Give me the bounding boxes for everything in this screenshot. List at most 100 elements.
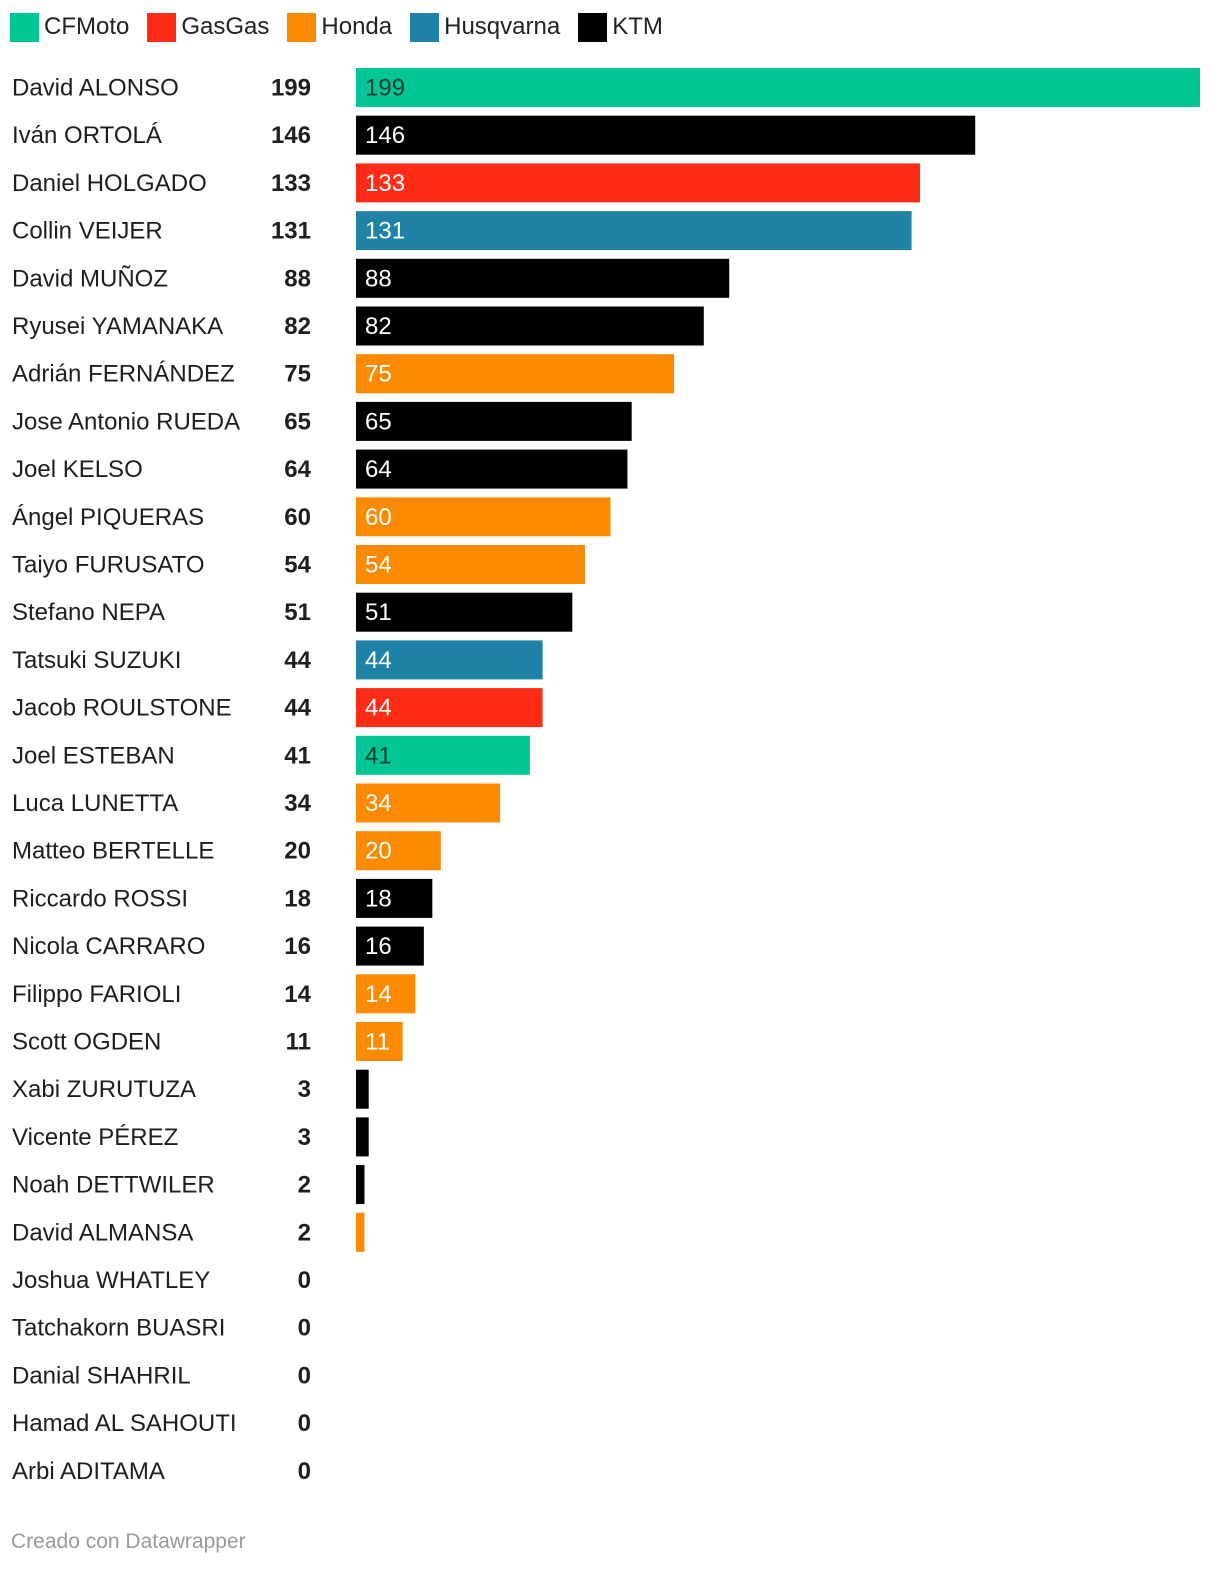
bar — [356, 115, 976, 155]
rider-name-label: Joshua WHATLEY — [12, 1267, 210, 1294]
points-value-label: 65 — [284, 408, 311, 435]
bar — [356, 878, 433, 918]
rider-name-label: Vicente PÉREZ — [12, 1124, 178, 1151]
points-value-label: 20 — [284, 838, 311, 865]
legend-item: Husqvarna — [410, 12, 561, 42]
legend-label: KTM — [612, 13, 663, 40]
bar — [356, 1069, 369, 1109]
rider-name-label: Nicola CARRARO — [12, 933, 205, 960]
rider-name-label: Riccardo ROSSI — [12, 885, 188, 912]
bar-value-label: 41 — [365, 742, 392, 769]
bar-value-label: 88 — [365, 265, 392, 292]
bar-value-label: 64 — [365, 456, 392, 483]
points-value-label: 146 — [271, 122, 311, 149]
rider-name-label: Collin VEIJER — [12, 218, 163, 245]
bar — [356, 449, 628, 489]
bar-value-label: 65 — [365, 408, 392, 435]
bar-value-label: 11 — [365, 1029, 390, 1056]
bar — [356, 306, 704, 346]
legend-label: Husqvarna — [444, 13, 561, 40]
bar — [356, 735, 530, 775]
bar — [356, 545, 586, 584]
rider-name-label: Hamad AL SAHOUTI — [12, 1410, 237, 1437]
points-value-label: 16 — [284, 933, 311, 960]
points-value-label: 64 — [284, 456, 311, 483]
rider-name-label: Ryusei YAMANAKA — [12, 313, 223, 340]
rider-name-label: Taiyo FURUSATO — [12, 552, 204, 579]
bar — [356, 354, 675, 394]
rider-name-label: Jose Antonio RUEDA — [12, 408, 240, 435]
points-value-label: 75 — [284, 361, 311, 388]
bar — [356, 211, 912, 251]
rider-name-label: Scott OGDEN — [12, 1029, 161, 1056]
points-value-label: 3 — [298, 1076, 311, 1103]
bar-value-label: 44 — [365, 695, 392, 722]
points-value-label: 133 — [271, 170, 311, 197]
bar — [356, 401, 632, 441]
legend-item: CFMoto — [10, 12, 130, 42]
bar-value-label: 146 — [365, 122, 405, 149]
rider-name-label: Tatsuki SUZUKI — [12, 647, 181, 674]
bar-value-label: 51 — [365, 599, 392, 626]
bar — [356, 68, 1200, 107]
legend-swatch — [578, 12, 608, 42]
bar — [356, 783, 501, 823]
bar — [356, 926, 424, 966]
legend-label: Honda — [321, 13, 393, 40]
rider-name-label: Ángel PIQUERAS — [12, 504, 204, 531]
points-value-label: 0 — [298, 1267, 311, 1294]
legend-swatch — [287, 12, 317, 42]
points-value-label: 82 — [284, 313, 311, 340]
bar — [356, 688, 543, 728]
rider-name-label: David ALONSO — [12, 75, 179, 102]
bar — [356, 1117, 369, 1157]
rider-name-label: Arbi ADITAMA — [12, 1458, 165, 1485]
chart-legend: CFMoto GasGas Honda Husqvarna KTM — [10, 10, 681, 44]
points-value-label: 88 — [284, 265, 311, 292]
rider-name-label: Noah DETTWILER — [12, 1172, 215, 1199]
points-value-label: 2 — [298, 1219, 311, 1246]
bar-value-label: 14 — [365, 981, 392, 1008]
bar — [356, 974, 416, 1014]
bar — [356, 163, 921, 203]
points-value-label: 51 — [284, 599, 311, 626]
legend-swatch — [147, 12, 177, 42]
points-value-label: 60 — [284, 504, 311, 531]
bar — [356, 258, 730, 298]
points-value-label: 44 — [284, 647, 311, 674]
rider-name-label: Tatchakorn BUASRI — [12, 1315, 225, 1342]
rider-name-label: Danial SHAHRIL — [12, 1362, 191, 1389]
points-value-label: 11 — [286, 1029, 311, 1056]
points-value-label: 34 — [284, 790, 311, 817]
bar-value-label: 34 — [365, 790, 392, 817]
bar-value-label: 131 — [365, 218, 405, 245]
points-value-label: 0 — [298, 1362, 311, 1389]
legend-label: GasGas — [181, 13, 270, 40]
legend-item: Honda — [287, 12, 393, 42]
points-value-label: 44 — [284, 695, 311, 722]
bar-value-label: 75 — [365, 361, 392, 388]
bar — [356, 1165, 365, 1205]
bar-value-label: 18 — [365, 885, 392, 912]
points-value-label: 54 — [284, 552, 311, 579]
points-value-label: 0 — [298, 1410, 311, 1437]
rider-name-label: Joel KELSO — [12, 456, 143, 483]
rider-name-label: Luca LUNETTA — [12, 790, 178, 817]
bar-value-label: 82 — [365, 313, 392, 340]
legend-swatch — [10, 12, 39, 42]
points-value-label: 2 — [298, 1172, 311, 1199]
legend-label: CFMoto — [44, 13, 130, 40]
credit-text: Creado con Datawrapper — [11, 1530, 246, 1553]
bar — [356, 1212, 365, 1252]
points-value-label: 0 — [298, 1458, 311, 1485]
bar-value-label: 44 — [365, 647, 392, 674]
points-value-label: 131 — [271, 218, 311, 245]
points-value-label: 18 — [284, 885, 311, 912]
rider-name-label: David ALMANSA — [12, 1219, 193, 1246]
bar-value-label: 133 — [365, 170, 405, 197]
bar — [356, 831, 441, 871]
bar-value-label: 199 — [365, 75, 405, 102]
rider-name-label: Matteo BERTELLE — [12, 838, 214, 865]
bar — [356, 1022, 403, 1061]
bar-value-label: 20 — [365, 838, 392, 865]
